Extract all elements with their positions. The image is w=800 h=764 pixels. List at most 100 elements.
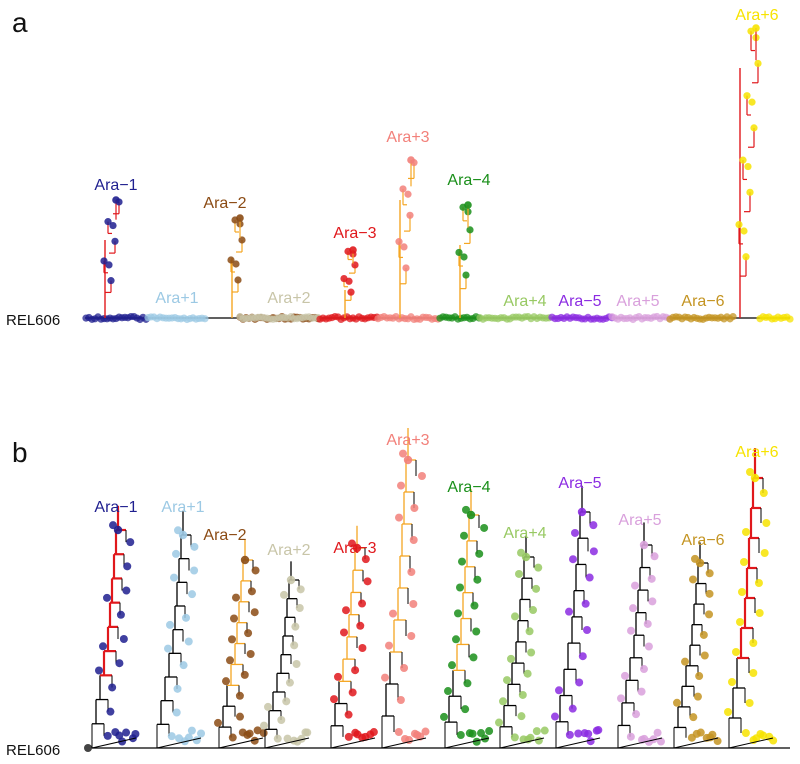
leaf-point	[647, 574, 656, 583]
leaf-point	[740, 558, 748, 566]
leaf-point	[201, 315, 209, 323]
leaf-point	[385, 641, 393, 650]
leaf-point	[238, 236, 246, 244]
leaf-point	[397, 481, 405, 490]
leaf-point	[381, 673, 389, 682]
leaf-point	[253, 726, 262, 735]
leaf-point	[523, 669, 532, 678]
leaf-point	[653, 728, 662, 737]
leaf-point	[589, 547, 598, 556]
branch	[91, 737, 137, 749]
leaf-point	[464, 201, 472, 209]
leaf-point	[291, 622, 300, 631]
leaf-point	[396, 696, 405, 704]
leaf-point	[234, 276, 242, 284]
leaf-point	[746, 468, 754, 476]
leaf-point	[349, 246, 357, 254]
leaf-point	[755, 609, 764, 617]
branch	[555, 737, 601, 749]
leaf-point	[173, 684, 182, 693]
leaf-point	[578, 652, 587, 661]
leaf-point	[569, 555, 577, 564]
leaf-point	[104, 218, 112, 226]
leaf-point	[575, 678, 584, 687]
leaf-point	[116, 610, 125, 619]
leaf-point	[705, 569, 714, 578]
panel-b-trees: Ara−1 Ara+1 Ara−2 Ara+2 Ara−3 Ara+3 Ara−4 Ara+4…	[91, 428, 779, 749]
leaf-point	[394, 728, 403, 736]
leaf-point	[507, 654, 515, 663]
leaf-point	[421, 727, 430, 736]
population-label-b: Ara+4	[503, 525, 546, 542]
leaf-point	[525, 627, 534, 636]
leaf-point	[352, 543, 362, 553]
tree-a-8: Ara−5	[548, 293, 616, 323]
leaf-point	[228, 733, 237, 742]
panel-letter-b: b	[12, 437, 28, 468]
leaf-point	[345, 277, 353, 285]
population-label-a: Ara−4	[447, 172, 490, 189]
population-label-a: Ara−6	[681, 293, 724, 310]
leaf-point	[517, 712, 526, 721]
leaf-point	[250, 608, 259, 617]
leaf-point	[126, 538, 135, 547]
leaf-point	[699, 630, 708, 639]
leaf-point	[282, 697, 291, 706]
tree-b-10: Ara−6	[673, 532, 725, 749]
leaf-point	[409, 536, 418, 544]
leaf-point	[197, 729, 206, 738]
root-node-b	[84, 744, 92, 752]
leaf-point	[395, 513, 403, 522]
leaf-point	[749, 669, 758, 677]
leaf-point	[650, 552, 659, 561]
leaf-point	[689, 575, 697, 584]
leaf-point	[759, 489, 768, 497]
leaf-point	[283, 734, 292, 743]
tree-b-7: Ara+4	[495, 525, 549, 749]
leaf-point	[409, 600, 418, 608]
leaf-point	[285, 678, 294, 687]
population-label-b: Ara+3	[386, 432, 429, 449]
panel-a-trees: Ara−1 Ara+1 Ara−2 Ara+2 Ara−3 Ara+3 Ara−4 Ara+4…	[82, 7, 794, 324]
branch	[264, 737, 310, 749]
leaf-point	[752, 24, 760, 32]
panel-letter-a: a	[12, 7, 28, 38]
leaf-point	[705, 589, 714, 598]
leaf-point	[728, 678, 736, 686]
population-label-a: Ara+2	[267, 290, 310, 307]
leaf-point	[403, 455, 413, 465]
leaf-point	[236, 712, 245, 721]
leaf-point	[551, 712, 559, 721]
leaf-point	[585, 573, 594, 582]
leaf-point	[462, 505, 470, 514]
tree-a-7: Ara+4	[476, 293, 553, 323]
leaf-point	[456, 731, 465, 740]
population-label-a: Ara−5	[558, 293, 601, 310]
leaf-point	[456, 583, 464, 592]
leaf-point	[192, 736, 201, 745]
leaf-point	[748, 98, 756, 106]
population-label-a: Ara+1	[155, 290, 198, 307]
leaf-point	[736, 618, 744, 626]
branch	[444, 737, 490, 749]
leaf-point	[460, 253, 468, 261]
leaf-point	[296, 585, 305, 594]
leaf-point	[400, 243, 408, 251]
leaf-point	[361, 555, 370, 564]
leaf-point	[399, 185, 407, 193]
leaf-point	[594, 726, 603, 735]
leaf-point	[103, 593, 111, 602]
leaf-point	[626, 732, 635, 741]
population-label-b: Ara−1	[94, 499, 137, 516]
leaf-point	[214, 718, 222, 727]
population-label-b: Ara−2	[203, 527, 246, 544]
leaf-point	[400, 664, 409, 672]
leaf-point	[540, 726, 549, 735]
leaf-point	[190, 566, 199, 575]
leaf-point	[240, 555, 250, 565]
leaf-point	[643, 619, 652, 628]
leaf-point	[166, 620, 174, 629]
leaf-point	[527, 648, 536, 657]
leaf-point	[358, 599, 367, 608]
